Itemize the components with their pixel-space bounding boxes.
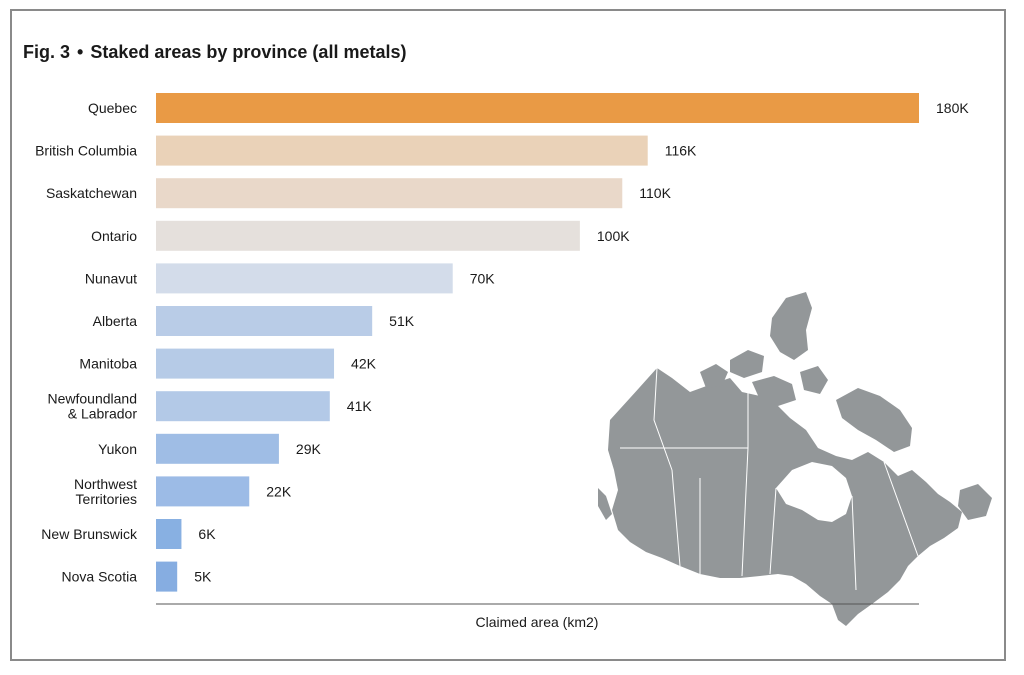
vancouver-island bbox=[598, 488, 612, 520]
bar-saskatchewan bbox=[156, 178, 623, 209]
category-label: Northwest Territories bbox=[74, 476, 137, 507]
title-separator: • bbox=[77, 42, 84, 62]
value-label: 180K bbox=[936, 100, 969, 116]
value-label: 100K bbox=[597, 228, 630, 244]
value-label: 116K bbox=[665, 143, 697, 159]
bar-series: 180K Quebec 116K British Columbia 110K Saskat… bbox=[35, 93, 969, 592]
bar-new-brunswick bbox=[156, 519, 182, 549]
category-label-line: Ontario bbox=[91, 228, 137, 244]
bar-alberta bbox=[156, 306, 373, 336]
category-label-line: Saskatchewan bbox=[46, 185, 137, 201]
category-label-line: Alberta bbox=[93, 313, 138, 329]
category-label-line: Nova Scotia bbox=[62, 569, 138, 585]
arctic-island-4 bbox=[800, 366, 828, 394]
category-label: Saskatchewan bbox=[46, 185, 137, 201]
category-label-line: Newfoundland bbox=[47, 391, 137, 407]
category-label: New Brunswick bbox=[41, 526, 138, 542]
category-label: Alberta bbox=[93, 313, 138, 329]
x-axis-title: Claimed area (km2) bbox=[476, 614, 599, 630]
figure-title: Fig. 3 • Staked areas by province (all met… bbox=[23, 42, 406, 63]
category-label: Nunavut bbox=[85, 270, 137, 286]
value-label: 41K bbox=[347, 398, 373, 414]
bar-ontario bbox=[156, 220, 580, 251]
figure-title-text: Staked areas by province (all metals) bbox=[90, 42, 407, 62]
category-label: Manitoba bbox=[79, 356, 137, 372]
category-label-line: New Brunswick bbox=[41, 526, 138, 542]
arctic-island-3 bbox=[752, 376, 796, 406]
baffin-island bbox=[836, 388, 912, 452]
bar-nova-scotia bbox=[156, 561, 178, 592]
arctic-island-2 bbox=[700, 364, 728, 388]
category-label: Ontario bbox=[91, 228, 137, 244]
value-label: 70K bbox=[470, 270, 496, 286]
category-label-line: Yukon bbox=[98, 441, 137, 457]
arctic-island-1 bbox=[730, 350, 764, 378]
hudson-bay bbox=[776, 462, 852, 522]
value-label: 42K bbox=[351, 356, 377, 372]
bar-yukon bbox=[156, 433, 279, 464]
category-label: Quebec bbox=[88, 100, 137, 116]
bar-nunavut bbox=[156, 263, 453, 294]
category-label: Newfoundland & Labrador bbox=[47, 391, 137, 422]
value-label: 51K bbox=[389, 313, 415, 329]
value-label: 110K bbox=[639, 185, 671, 201]
category-label: British Columbia bbox=[35, 143, 137, 159]
ellesmere-island bbox=[770, 292, 812, 360]
figure-number: Fig. 3 bbox=[23, 42, 71, 62]
value-label: 29K bbox=[296, 441, 322, 457]
canada-map bbox=[598, 292, 992, 626]
category-label-line: Nunavut bbox=[85, 270, 137, 286]
province-borders bbox=[620, 367, 919, 591]
category-label-line: & Labrador bbox=[68, 406, 138, 422]
value-label: 5K bbox=[194, 569, 212, 585]
category-label-line: Northwest bbox=[74, 476, 137, 492]
category-label: Yukon bbox=[98, 441, 137, 457]
value-label: 22K bbox=[266, 483, 292, 499]
category-label: Nova Scotia bbox=[62, 569, 138, 585]
bar-manitoba bbox=[156, 348, 335, 379]
value-label: 6K bbox=[198, 526, 216, 542]
category-label-line: British Columbia bbox=[35, 143, 137, 159]
bar-newfoundland-labrador bbox=[156, 391, 330, 422]
category-label-line: Territories bbox=[76, 491, 137, 507]
bar-quebec bbox=[156, 93, 919, 123]
bar-northwest-territories bbox=[156, 476, 250, 507]
bar-british-columbia bbox=[156, 135, 648, 166]
category-label-line: Manitoba bbox=[79, 356, 137, 372]
newfoundland bbox=[958, 484, 992, 520]
category-label-line: Quebec bbox=[88, 100, 137, 116]
